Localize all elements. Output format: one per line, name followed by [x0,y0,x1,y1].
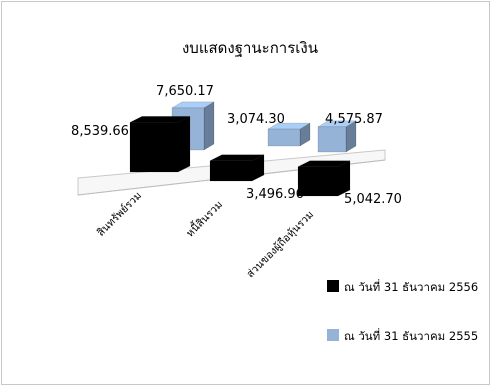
bar-series-2-1-side [203,101,215,151]
data-labels-group: 8,539.66 3,496.96 5,042.70 7,650.17 3,074.30… [71,84,402,207]
data-label-series-2-2: 3,074.30 [227,112,285,127]
bar-series-1-2 [209,154,265,182]
legend-swatch-series-1 [327,280,339,292]
legend-swatch-series-2 [327,329,339,341]
data-label-series-2-3: 4,575.87 [325,112,383,127]
data-label-series-1-2: 3,496.96 [246,187,304,202]
bar-series-1-3-front [297,166,339,197]
legend-label-series-2: ณ วันที่ 31 ธันวาคม 2555 [344,328,478,343]
bar-series-2-3-front [317,126,347,153]
data-label-series-1-1: 8,539.66 [71,124,129,139]
bar-series-2-2-front [267,128,301,147]
legend-label-series-1: ณ วันที่ 31 ธันวาคม 2556 [344,279,478,294]
bar-series-1-2-front [209,160,253,182]
category-label-2: หนี้สินรวม [183,197,226,240]
bar-series-1-3 [297,160,351,197]
category-label-3: ส่วนของผู้ถือหุ้นรวม [244,208,316,280]
bars-group [129,101,357,197]
data-label-series-1-3: 5,042.70 [344,192,402,207]
data-label-series-2-1: 7,650.17 [156,84,214,99]
chart-title: งบแสดงฐานะการเงิน [182,39,318,57]
bar-series-1-1 [129,116,191,173]
bar-series-1-1-side [177,116,191,173]
legend: ณ วันที่ 31 ธันวาคม 2556 ณ วันที่ 31 ธัน… [327,279,478,343]
bar-series-1-1-front [129,122,179,173]
category-label-1: สินทรัพย์รวม [94,189,144,239]
category-labels-group: สินทรัพย์รวม หนี้สินรวม ส่วนของผู้ถือหุ้นร… [94,189,316,280]
bar-series-2-2 [267,122,311,147]
bar-series-2-3 [317,120,357,153]
